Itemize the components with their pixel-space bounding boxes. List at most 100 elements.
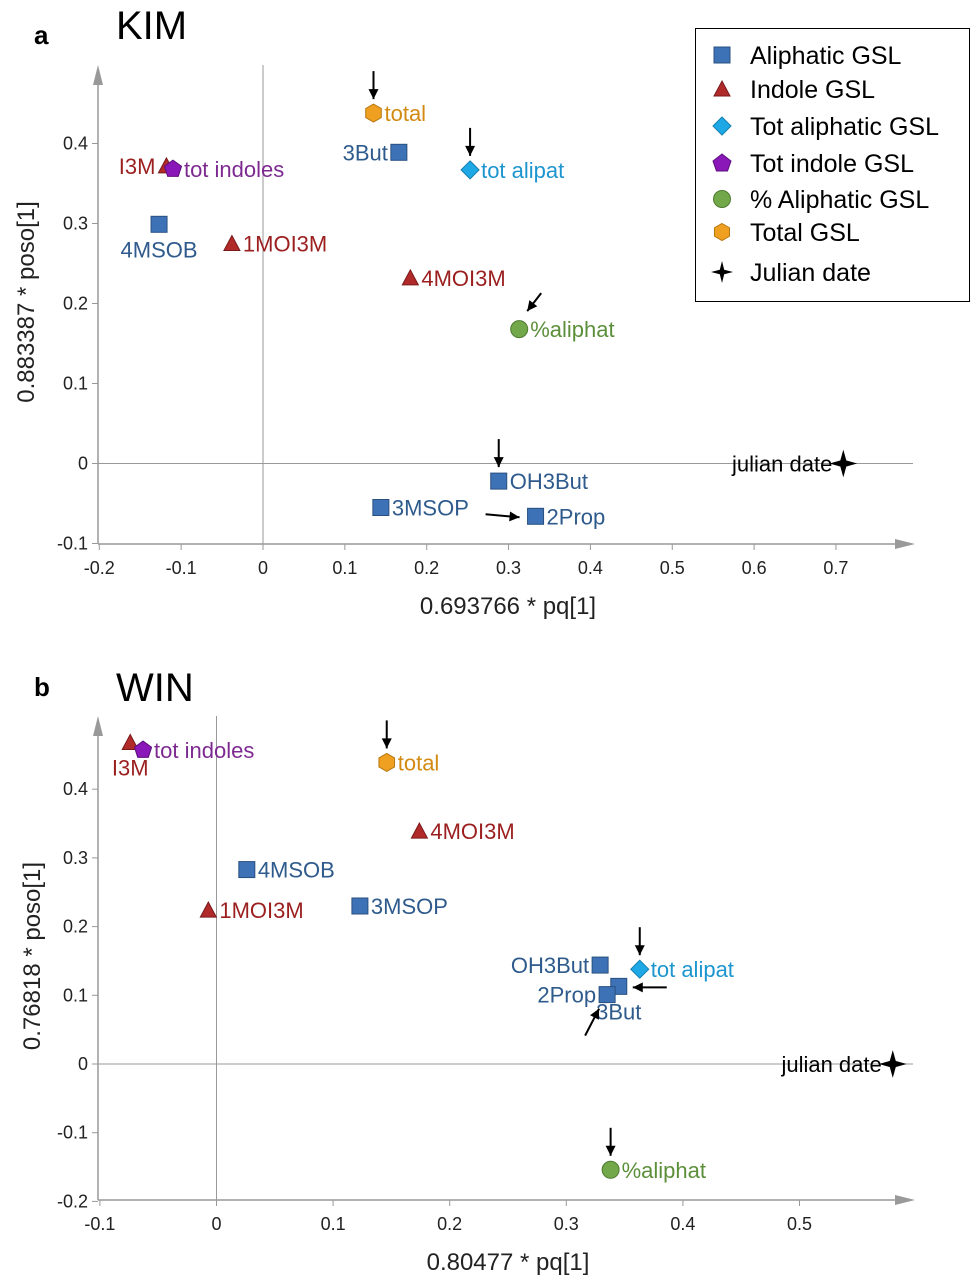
panel-a-x-tick-label: -0.1 [166, 558, 197, 578]
panel-a-point-aliphat [510, 320, 529, 339]
panel-a-x-tick-label: 0.6 [742, 558, 767, 578]
panel-b-x-tick-label: -0.1 [84, 1214, 115, 1234]
panel-b-data-label-aliphat: %aliphat [622, 1158, 706, 1183]
panel-a-y-axis-title: 0.883387 * poso[1] [13, 201, 40, 403]
panel-a-data-label-4moi3m: 4MOI3M [421, 266, 505, 291]
panel-b-data-label-4moi3m: 4MOI3M [430, 819, 514, 844]
panel-b-data-label-3msop: 3MSOP [371, 894, 448, 919]
panel-a-point-oh3but [490, 472, 508, 490]
panel-b-y-tick-label: -0.2 [57, 1191, 88, 1211]
panel-a-y-axis-arrow [93, 65, 103, 85]
triangle-marker-icon [713, 79, 731, 97]
legend-label: Tot indole GSL [750, 150, 914, 178]
legend-item-tot-aliphatic: Tot aliphatic GSL [696, 110, 966, 142]
panel-b-arrow-aliphat-head [605, 1145, 616, 1156]
panel-b-data-label-4msob: 4MSOB [258, 858, 335, 883]
legend-label: % Aliphatic GSL [750, 186, 930, 214]
panel-a-letter: a [34, 20, 49, 50]
panel-a-x-tick-label: 0.4 [578, 558, 603, 578]
panel-b-title: WIN [116, 666, 194, 710]
panel-b-y-axis-title: 0.76818 * poso[1] [19, 862, 46, 1050]
panel-a-point-julian-date [829, 449, 858, 478]
panel-a-x-tick-label: 0.1 [332, 558, 357, 578]
panel-b-data-label-3but: 3But [596, 999, 641, 1024]
legend: Aliphatic GSL Indole GSL Tot aliphatic G… [695, 28, 970, 302]
panel-a-point-1moi3m [223, 234, 241, 251]
panel-a-data-label-1moi3m: 1MOI3M [243, 232, 327, 257]
panel-a-data-label-julian-date: julian date [731, 452, 832, 477]
panel-b-point-1moi3m [199, 901, 218, 918]
panel-a-data-label-2prop: 2Prop [547, 504, 606, 529]
panel-b-point-4moi3m [410, 822, 429, 839]
panel-b-y-tick-label: 0.1 [63, 985, 88, 1005]
panel-b-x-tick-label: 0.5 [787, 1214, 812, 1234]
legend-label: Julian date [750, 259, 871, 287]
panel-b-x-tick-label: 0.2 [437, 1214, 462, 1234]
pentagon-marker-icon [712, 153, 732, 172]
panel-a-point-2prop [527, 507, 545, 525]
panel-b-data-label-julian-date: julian date [780, 1052, 881, 1077]
panel-a-point-tot-alipat [460, 160, 480, 180]
panel-a-y-tick-label: -0.1 [57, 534, 88, 554]
panel-a-data-label-tot-indoles: tot indoles [184, 157, 284, 182]
panel-a-x-tick-label: 0 [258, 558, 268, 578]
panel-a-x-tick-label: 0.7 [823, 558, 848, 578]
panel-a-arrow-total-head [368, 89, 379, 100]
panel-b-point-oh3but [591, 956, 609, 974]
hexagon-marker-icon [714, 222, 730, 242]
star-marker-icon [711, 261, 733, 283]
panel-a-y-tick-label: 0.3 [63, 214, 88, 234]
panel-b-data-label-total: total [398, 750, 440, 775]
panel-a-point-3but [390, 143, 408, 161]
panel-b-y-tick-label: 0.2 [63, 917, 88, 937]
panel-a-y-tick-label: 0.2 [63, 294, 88, 314]
panel-b-y-tick-label: -0.1 [57, 1123, 88, 1143]
panel-b-point-tot-indoles [133, 740, 153, 758]
panel-b-y-tick-label: 0 [78, 1054, 88, 1074]
panel-a-data-label-3but: 3But [343, 140, 388, 165]
legend-item-tot-indole: Tot indole GSL [696, 147, 966, 179]
panel-a-point-4moi3m [401, 268, 420, 286]
legend-label: Aliphatic GSL [750, 42, 902, 70]
panel-b-point-3msop [351, 897, 369, 915]
panel-a-x-tick-label: 0.2 [414, 558, 439, 578]
panel-b-arrow-tot-alipat-head [634, 945, 645, 956]
panel-b-point-2prop [598, 986, 616, 1004]
panel-b-data-label-tot-alipat: tot alipat [651, 957, 734, 982]
panel-b-point-i3m [121, 733, 140, 750]
legend-label: Total GSL [750, 219, 860, 247]
panel-b-arrow-total-head [381, 738, 392, 749]
panel-a-data-label-tot-alipat: tot alipat [481, 158, 564, 183]
panel-b-data-label-i3m: I3M [112, 755, 149, 780]
panel-b-point-julian-date [878, 1050, 907, 1078]
legend-label: Indole GSL [750, 76, 876, 104]
legend-item-aliphatic: Aliphatic GSL [696, 39, 966, 71]
panel-a-y-tick-label: 0.4 [63, 134, 88, 154]
legend-item-pct-aliphatic: % Aliphatic GSL [696, 183, 966, 215]
panel-b-x-tick-label: 0.3 [554, 1214, 579, 1234]
panel-b-x-axis-title: 0.80477 * pq[1] [427, 1249, 590, 1276]
panel-b-data-label-oh3but: OH3But [511, 953, 589, 978]
panel-b-y-axis-arrow [93, 716, 103, 736]
panel-a-point-total [365, 103, 382, 123]
panel-a-data-label-3msop: 3MSOP [392, 496, 469, 521]
panel-a-y-tick-label: 0.1 [63, 374, 88, 394]
legend-item-julian: Julian date [696, 256, 966, 288]
panel-a-arrow-aliphat-head [527, 300, 538, 312]
panel-a-x-tick-label: -0.2 [84, 558, 115, 578]
panel-a-x-axis-arrow [895, 539, 915, 549]
panel-b-data-label-tot-indoles: tot indoles [154, 738, 254, 763]
legend-label: Tot aliphatic GSL [750, 113, 939, 141]
panel-b-x-axis-arrow [895, 1195, 915, 1205]
panel-b-letter: b [34, 672, 50, 702]
panel-a-arrow-2prop-head [509, 511, 520, 522]
panel-b-x-tick-label: 0 [211, 1214, 221, 1234]
panel-b-x-tick-label: 0.4 [670, 1214, 695, 1234]
panel-a-point-3msop [372, 499, 390, 516]
panel-a-title: KIM [116, 4, 188, 48]
panel-b-x-tick-label: 0.1 [321, 1214, 346, 1234]
panel-b-data-label-1moi3m: 1MOI3M [219, 898, 303, 923]
diamond-marker-icon [712, 116, 732, 136]
panel-a-data-label-4msob: 4MSOB [121, 237, 198, 262]
